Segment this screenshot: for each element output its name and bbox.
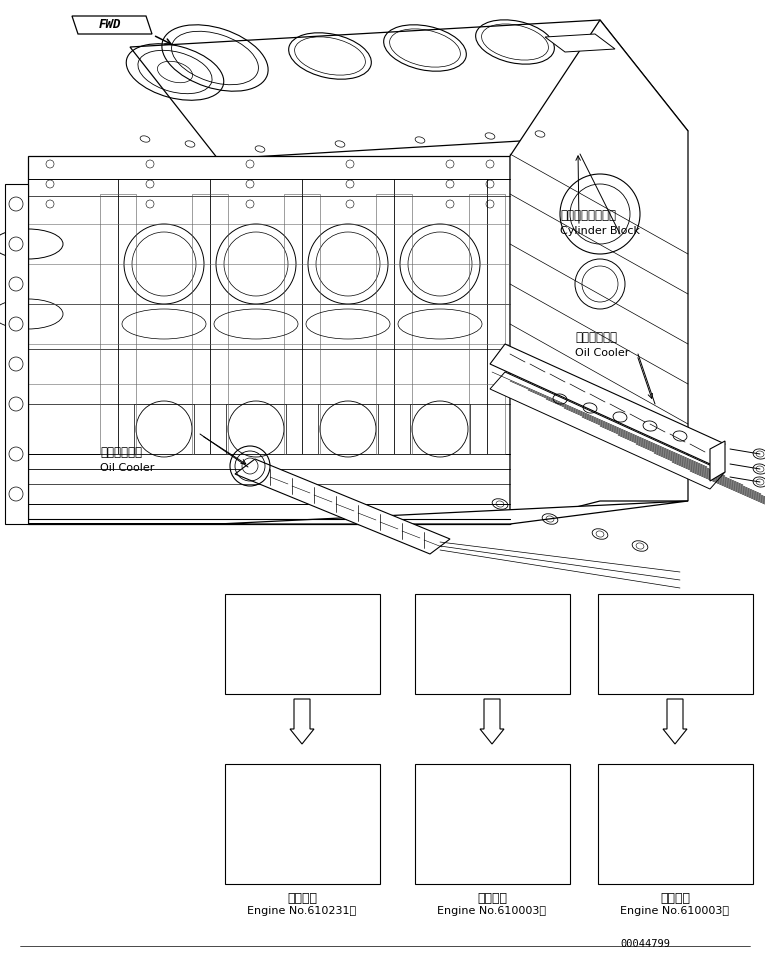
Text: Engine No.610003～: Engine No.610003～	[620, 906, 730, 916]
Polygon shape	[28, 501, 688, 524]
Text: Engine No.610003～: Engine No.610003～	[438, 906, 546, 916]
Text: シリンダブロック: シリンダブロック	[560, 209, 616, 222]
Text: オイルクーラ: オイルクーラ	[575, 331, 617, 344]
Text: Engine No.610231～: Engine No.610231～	[247, 906, 356, 916]
Polygon shape	[490, 372, 725, 489]
Polygon shape	[613, 789, 628, 819]
Polygon shape	[72, 16, 152, 34]
Polygon shape	[226, 404, 286, 454]
Text: 適用号機: 適用号機	[660, 892, 690, 905]
Polygon shape	[134, 404, 194, 454]
Bar	[225, 594, 380, 694]
Polygon shape	[545, 34, 615, 52]
Polygon shape	[710, 441, 725, 481]
Polygon shape	[28, 156, 510, 524]
Bar	[415, 594, 570, 694]
Polygon shape	[410, 404, 470, 454]
Text: Oil Cooler: Oil Cooler	[100, 463, 155, 473]
Text: FWD: FWD	[99, 18, 121, 32]
Polygon shape	[490, 344, 725, 464]
Text: Oil Cooler: Oil Cooler	[575, 348, 630, 358]
Polygon shape	[510, 20, 688, 524]
Text: 00044799: 00044799	[620, 939, 670, 949]
Bar	[225, 764, 380, 884]
Polygon shape	[130, 20, 688, 159]
Polygon shape	[290, 699, 314, 744]
Polygon shape	[480, 699, 504, 744]
Polygon shape	[318, 404, 378, 454]
Text: Cylinder Block: Cylinder Block	[560, 226, 640, 236]
Bar	[598, 594, 753, 694]
Polygon shape	[430, 789, 445, 819]
Text: 適用号機: 適用号機	[287, 892, 317, 905]
Text: 適用号機: 適用号機	[477, 892, 507, 905]
Text: オイルクーラ: オイルクーラ	[100, 446, 142, 459]
Polygon shape	[235, 459, 450, 554]
Bar	[598, 764, 753, 884]
Polygon shape	[240, 789, 255, 819]
Bar	[415, 764, 570, 884]
Polygon shape	[5, 184, 28, 524]
Polygon shape	[663, 699, 687, 744]
